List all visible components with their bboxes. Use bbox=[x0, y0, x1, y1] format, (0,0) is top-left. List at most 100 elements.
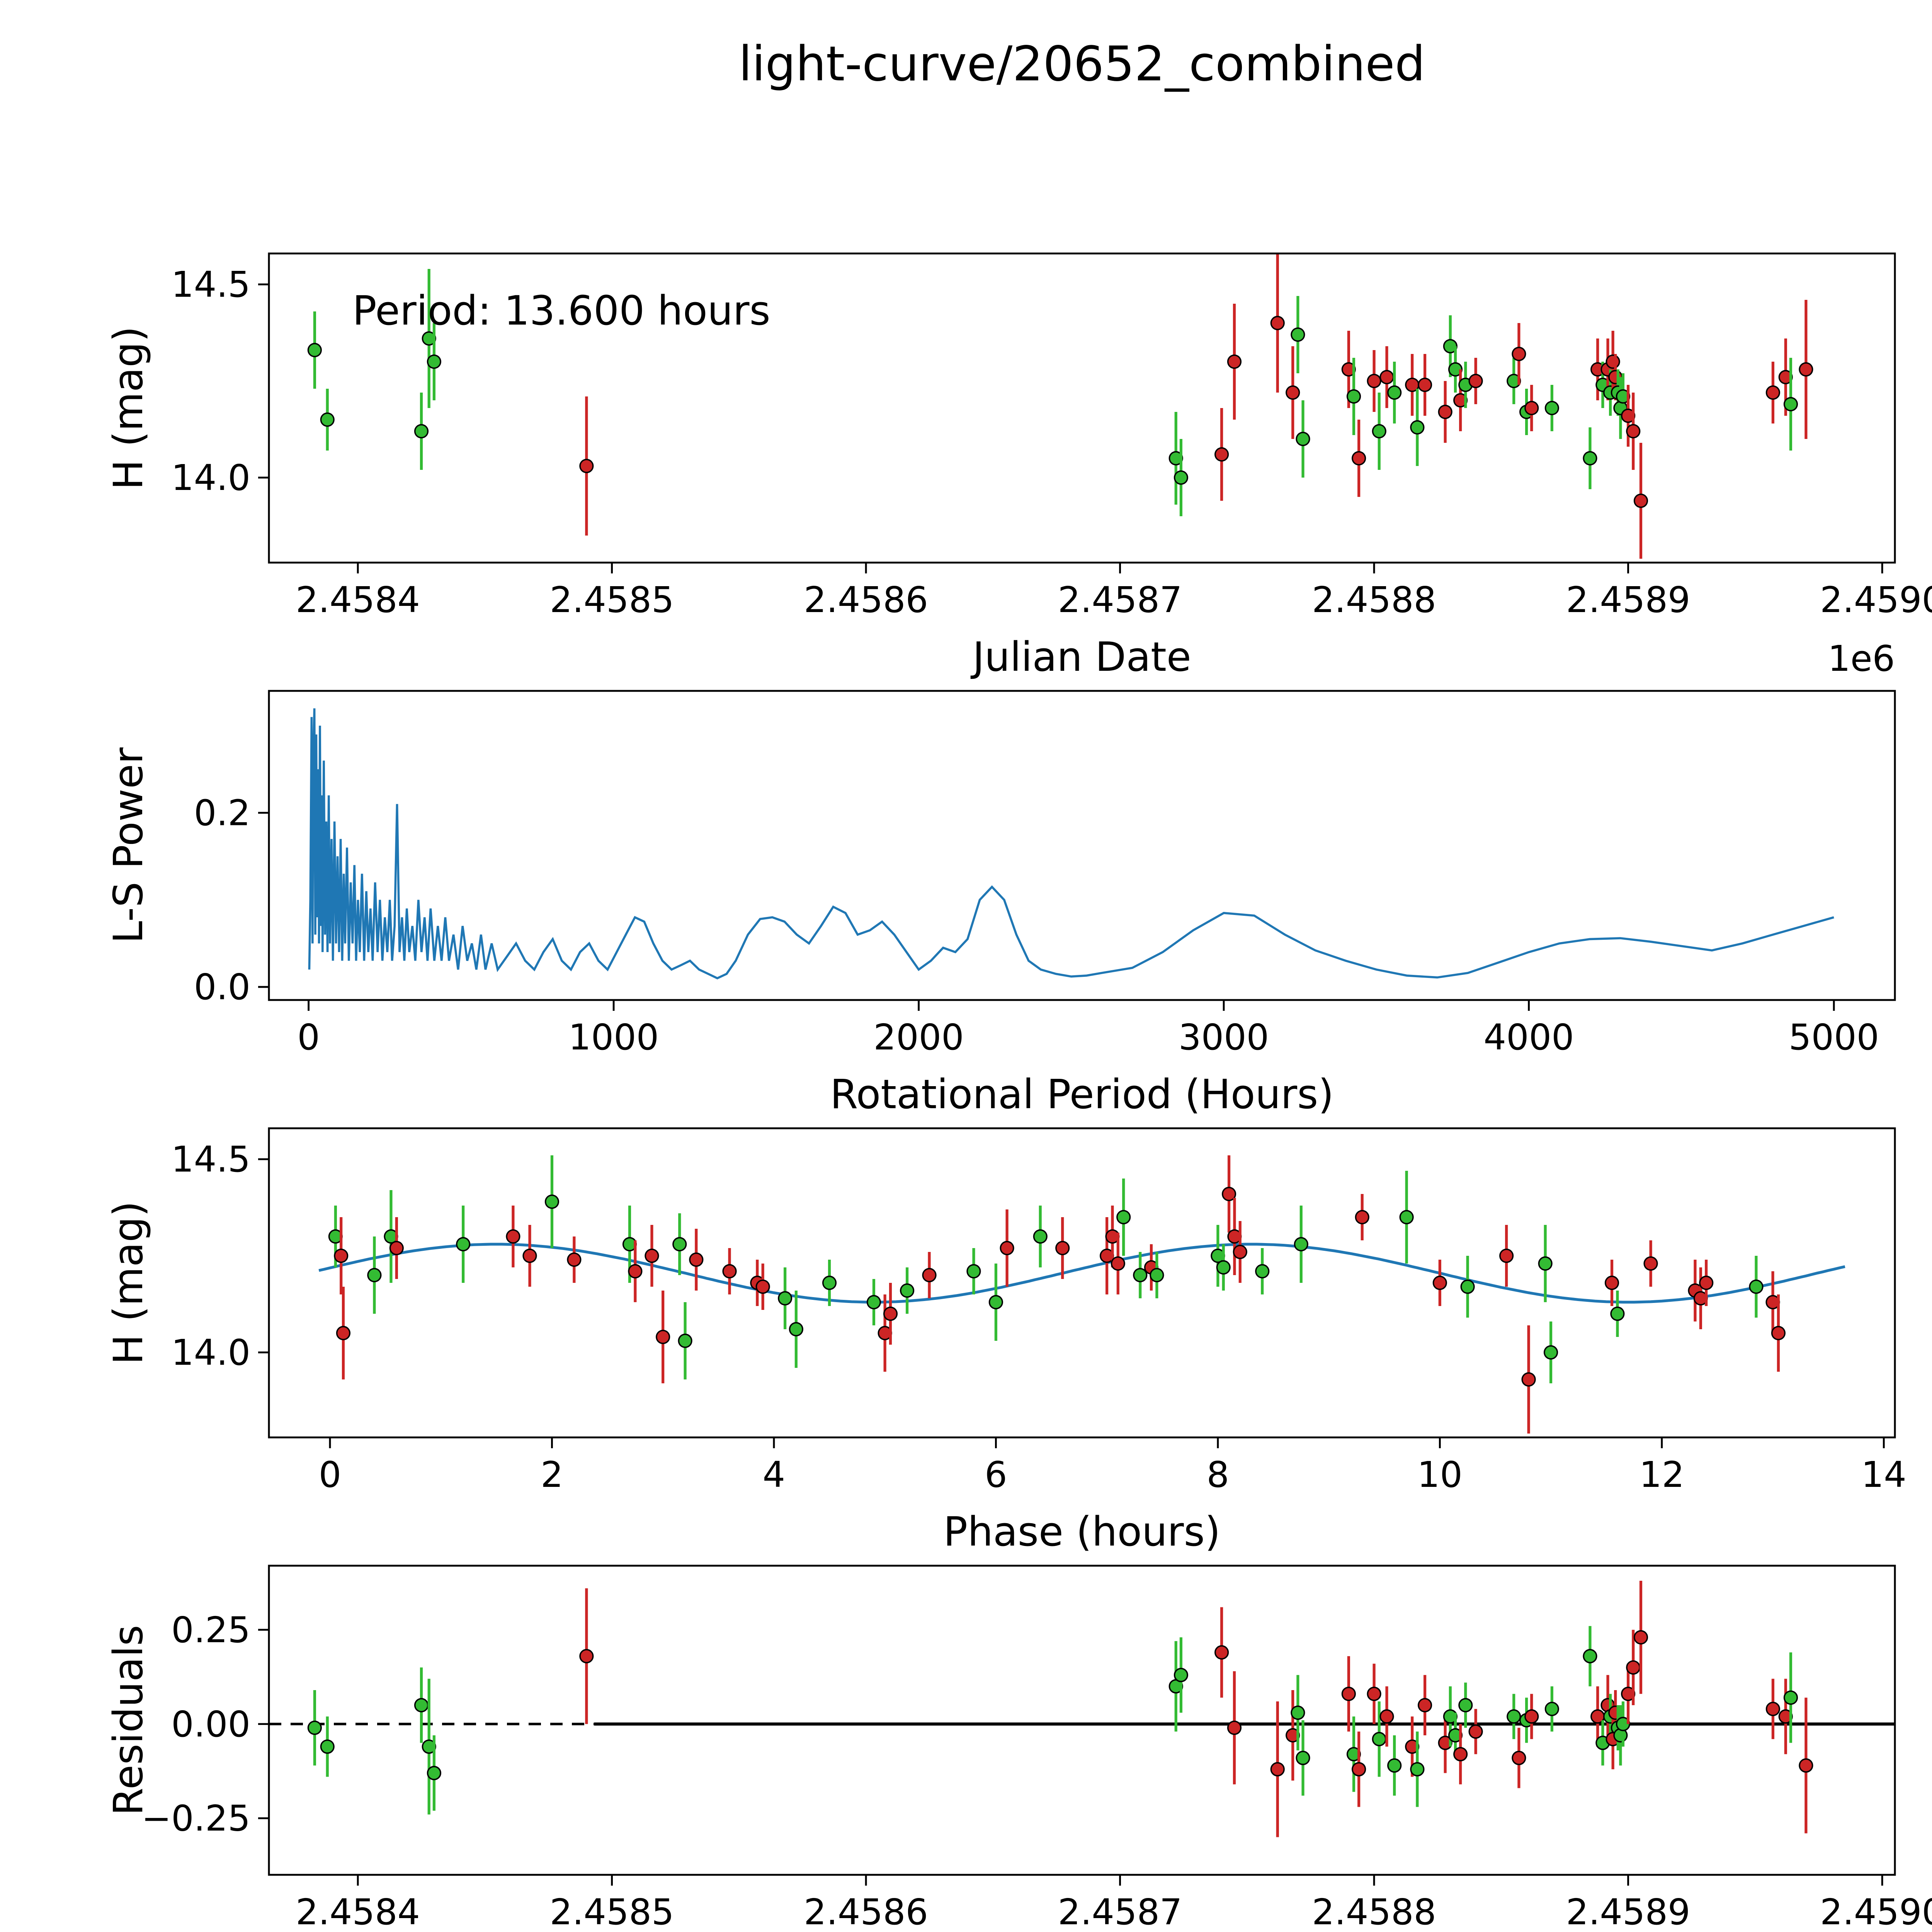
x-tick-label: 2.4586 bbox=[804, 1891, 928, 1932]
data-point bbox=[1799, 362, 1813, 377]
xlabel-phase: Phase (hours) bbox=[943, 1508, 1220, 1555]
data-point bbox=[822, 1276, 837, 1290]
y-tick-label: 0.25 bbox=[171, 1609, 250, 1651]
data-point bbox=[1765, 385, 1781, 400]
data-point bbox=[1379, 370, 1394, 384]
data-point bbox=[1227, 1720, 1242, 1735]
data-point bbox=[1453, 1747, 1468, 1762]
data-point bbox=[1583, 1649, 1597, 1663]
data-point bbox=[1512, 347, 1526, 361]
data-point bbox=[1438, 1735, 1452, 1750]
periodogram-line bbox=[308, 708, 1834, 980]
data-point bbox=[1111, 1256, 1125, 1271]
data-point bbox=[1418, 1698, 1432, 1713]
data-point bbox=[1438, 405, 1452, 419]
data-point bbox=[1410, 420, 1425, 435]
data-point bbox=[1512, 1750, 1526, 1765]
x-tick-label: 2.4587 bbox=[1058, 1891, 1182, 1932]
data-point bbox=[1233, 1245, 1247, 1259]
data-point bbox=[1604, 1276, 1619, 1290]
data-point bbox=[1799, 1758, 1813, 1773]
data-point bbox=[414, 424, 429, 439]
data-point bbox=[1432, 1276, 1447, 1290]
data-point bbox=[1033, 1229, 1048, 1244]
data-point bbox=[1399, 1210, 1414, 1225]
data-point bbox=[1367, 1687, 1381, 1701]
render-layer: 2.4584 2.4585 2.4586 2.4587 2.4588 2.4589 2.45… bbox=[141, 252, 1932, 1932]
data-point bbox=[1173, 470, 1189, 485]
data-point bbox=[789, 1322, 803, 1337]
data-point bbox=[922, 1268, 937, 1282]
x-tick-label: 2.4590 bbox=[1820, 579, 1932, 621]
period-annotation: Period: 13.600 hours bbox=[352, 287, 770, 334]
data-point bbox=[1410, 1762, 1425, 1777]
data-point bbox=[1150, 1268, 1164, 1282]
figure-title: light-curve/20652_combined bbox=[739, 36, 1425, 92]
data-point bbox=[1168, 451, 1183, 466]
data-point bbox=[427, 1765, 441, 1781]
x-tick-label: 3000 bbox=[1179, 1017, 1269, 1058]
y-tick-label: 14.0 bbox=[171, 1332, 250, 1373]
data-point bbox=[1296, 432, 1310, 446]
data-point bbox=[1346, 389, 1361, 404]
data-point bbox=[778, 1291, 793, 1306]
data-point bbox=[866, 1295, 881, 1310]
x-tick-label: 2 bbox=[541, 1454, 563, 1495]
data-point bbox=[1055, 1241, 1070, 1255]
panel-residuals: 2.4584 2.4585 2.4586 2.4587 2.4588 2.4589 2.45… bbox=[141, 1565, 1932, 1932]
x-tick-label: 2.4585 bbox=[550, 579, 674, 621]
data-point bbox=[1214, 447, 1229, 462]
x-tick-label: 2.4589 bbox=[1566, 1891, 1690, 1932]
data-point bbox=[1387, 385, 1402, 400]
x-tick-label: 2.4584 bbox=[296, 1891, 420, 1932]
data-point bbox=[1372, 1732, 1386, 1747]
data-point bbox=[320, 412, 335, 427]
data-point bbox=[456, 1237, 471, 1252]
offset-text-lightcurve: 1e6 bbox=[1828, 638, 1895, 679]
data-point bbox=[883, 1306, 898, 1321]
data-point bbox=[1214, 1645, 1229, 1660]
data-point bbox=[1458, 1698, 1473, 1713]
data-point bbox=[1418, 378, 1432, 392]
data-point bbox=[1749, 1279, 1764, 1294]
data-point bbox=[966, 1264, 981, 1279]
data-point bbox=[1341, 1687, 1356, 1701]
data-point bbox=[1443, 1709, 1458, 1724]
data-point bbox=[1367, 374, 1381, 388]
data-point bbox=[689, 1252, 704, 1267]
data-point bbox=[1291, 1705, 1305, 1720]
data-point bbox=[367, 1268, 382, 1282]
data-point bbox=[1372, 424, 1386, 439]
data-point bbox=[1621, 1687, 1636, 1701]
axes-frame bbox=[268, 1127, 1896, 1439]
panel-phase: 0 2 4 6 8 10 12 14 14.0 14.5 bbox=[171, 1127, 1906, 1495]
data-point bbox=[1610, 1306, 1625, 1321]
data-point bbox=[1643, 1256, 1658, 1271]
x-tick-label: 2.4589 bbox=[1566, 579, 1690, 621]
data-point bbox=[1468, 374, 1483, 388]
data-point bbox=[656, 1330, 670, 1344]
data-point bbox=[1270, 316, 1285, 330]
x-tick-label: 0 bbox=[297, 1017, 320, 1058]
data-point bbox=[1387, 1758, 1402, 1773]
data-point bbox=[1448, 1728, 1463, 1743]
data-point bbox=[336, 1326, 351, 1340]
data-point bbox=[678, 1333, 692, 1348]
axes-frame bbox=[268, 1565, 1896, 1876]
xlabel-periodogram: Rotational Period (Hours) bbox=[830, 1071, 1334, 1118]
data-point bbox=[1341, 362, 1356, 377]
data-point bbox=[1626, 1660, 1641, 1675]
data-point bbox=[544, 1194, 560, 1209]
x-tick-label: 2.4590 bbox=[1820, 1891, 1932, 1932]
data-point bbox=[522, 1248, 537, 1263]
x-tick-label: 6 bbox=[985, 1454, 1007, 1495]
data-point bbox=[1255, 1264, 1270, 1279]
data-point bbox=[1286, 1728, 1300, 1743]
data-point bbox=[1270, 1762, 1285, 1777]
data-point bbox=[1616, 389, 1631, 404]
data-point bbox=[1291, 327, 1305, 342]
ylabel-residuals: Residuals bbox=[105, 1625, 152, 1815]
data-point bbox=[628, 1264, 643, 1279]
data-point bbox=[1605, 354, 1620, 369]
